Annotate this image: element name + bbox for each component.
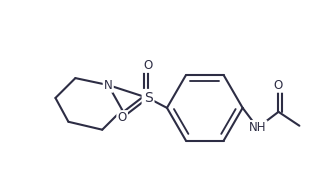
Text: O: O (143, 59, 153, 72)
Text: NH: NH (249, 121, 266, 134)
Text: O: O (118, 111, 127, 124)
Text: N: N (104, 79, 113, 92)
Text: S: S (144, 91, 152, 105)
Text: O: O (274, 79, 283, 92)
